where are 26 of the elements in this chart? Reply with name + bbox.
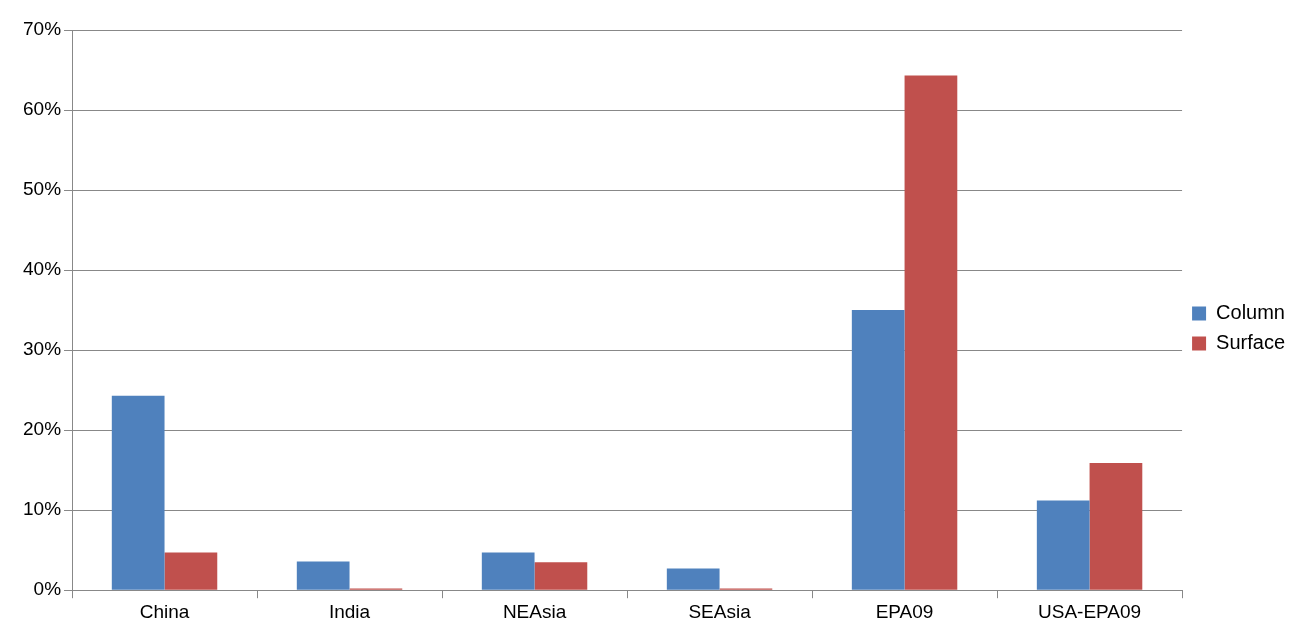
x-tick-label: India	[328, 600, 371, 622]
bar	[1036, 500, 1090, 590]
y-tick-label: 50%	[23, 178, 62, 200]
y-tick-label: 10%	[23, 498, 62, 520]
x-tick-label: SEAsia	[688, 600, 752, 622]
bar	[666, 568, 720, 590]
bar	[481, 552, 535, 590]
bar	[534, 562, 588, 590]
y-tick-label: 30%	[23, 338, 62, 360]
y-tick-label: 20%	[23, 418, 62, 440]
bar	[1089, 462, 1143, 590]
y-tick-label: 60%	[23, 98, 62, 120]
y-tick-label: 40%	[23, 258, 62, 280]
y-tick-label: 70%	[23, 18, 62, 40]
bar	[296, 561, 350, 590]
x-tick-label: NEAsia	[502, 600, 567, 622]
y-tick-label: 0%	[33, 578, 62, 600]
legend-label: Surface	[1216, 331, 1286, 354]
x-tick-label: USA-EPA09	[1038, 600, 1142, 622]
bar	[164, 552, 218, 590]
bar	[851, 310, 905, 590]
bar	[111, 395, 165, 590]
bar	[904, 75, 958, 590]
x-tick-label: EPA09	[875, 600, 934, 622]
x-tick-label: China	[139, 600, 190, 622]
legend-label: Column	[1216, 301, 1285, 324]
